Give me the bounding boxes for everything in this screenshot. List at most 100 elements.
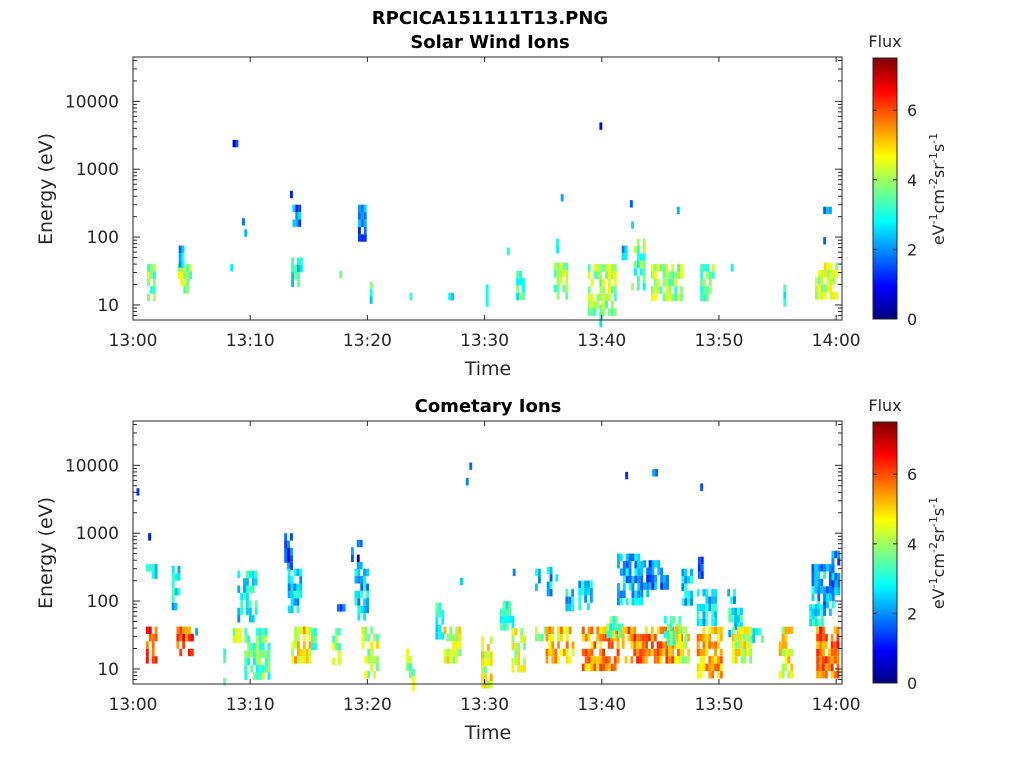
flux-cell [648, 634, 651, 642]
flux-cell [587, 293, 591, 302]
flux-cell [299, 264, 303, 273]
flux-cell [297, 626, 300, 634]
flux-cell [145, 626, 149, 634]
flux-cell [642, 283, 646, 291]
flux-cell [246, 570, 249, 579]
flux-cell [702, 626, 706, 634]
flux-cell [634, 561, 638, 569]
flux-cell [565, 626, 569, 634]
flux-cell [571, 648, 575, 657]
flux-cell [660, 567, 664, 575]
flux-cell [705, 663, 709, 671]
flux-cell [250, 650, 253, 658]
flux-cell [248, 570, 252, 579]
flux-cell [535, 568, 538, 577]
flux-cell [648, 575, 652, 583]
flux-cell [665, 278, 669, 287]
flux-cell [195, 628, 198, 636]
x-axis: 13:00 13:10 13:20 13:30 13:40 13:50 14:00 [109, 57, 861, 351]
flux-cell [363, 613, 367, 621]
x-tick-label: 13:40 [577, 695, 626, 715]
flux-cell [636, 634, 640, 642]
flux-cell [284, 533, 288, 541]
flux-cell [678, 634, 682, 642]
flux-cell [708, 656, 712, 664]
flux-cell [622, 575, 626, 584]
flux-cell [630, 626, 634, 634]
flux-cell [674, 271, 678, 279]
colorbar-label: Flux [868, 396, 901, 415]
flux-cell [565, 277, 569, 285]
flux-cell [621, 634, 625, 642]
flux-cell [438, 632, 442, 640]
flux-cell [610, 301, 614, 309]
flux-cell [675, 634, 679, 642]
flux-cell [297, 279, 300, 288]
flux-cell [613, 271, 617, 279]
flux-cell [590, 278, 594, 287]
flux-cell [820, 284, 824, 293]
flux-cell [364, 671, 368, 679]
flux-cell [302, 641, 306, 649]
flux-cell [671, 271, 675, 279]
colorbar-ticks: 0 2 4 6 [873, 101, 917, 329]
flux-cell [781, 634, 785, 642]
y-tick-label: 10000 [65, 92, 119, 112]
flux-cell [581, 663, 585, 671]
flux-cell [593, 663, 597, 671]
flux-cell [243, 585, 246, 593]
flux-cell [734, 641, 738, 649]
flux-cell [247, 650, 251, 658]
flux-cell [837, 558, 841, 566]
flux-cell [294, 641, 297, 649]
flux-cell [354, 590, 358, 599]
flux-cell [815, 619, 818, 627]
flux-cell [642, 648, 645, 657]
flux-cell [636, 656, 640, 664]
flux-cell [814, 578, 818, 587]
flux-cell [737, 607, 740, 616]
flux-cell [293, 598, 297, 606]
flux-cell [634, 590, 638, 598]
flux-cell [749, 648, 753, 657]
flux-cell [171, 565, 175, 574]
flux-cell [485, 284, 489, 292]
flux-cell [687, 576, 691, 584]
flux-cell [711, 271, 715, 279]
flux-cell [556, 277, 560, 285]
flux-cell [246, 592, 249, 601]
flux-cell [261, 672, 265, 680]
flux-cell [244, 672, 248, 680]
flux-cell [702, 641, 706, 649]
flux-cell [287, 583, 291, 591]
flux-cell [565, 603, 569, 612]
flux-cell [656, 278, 660, 287]
flux-cell [706, 293, 709, 302]
flux-cell [602, 308, 606, 316]
flux-cell [599, 264, 603, 272]
x-tick-label: 13:20 [343, 331, 392, 351]
flux-cell [809, 619, 813, 627]
flux-cell [305, 626, 309, 634]
flux-cell [781, 648, 785, 657]
flux-cell [154, 634, 158, 642]
flux-cell [826, 206, 829, 215]
flux-cell [568, 596, 572, 604]
flux-cell [308, 626, 312, 634]
flux-cell [181, 260, 185, 268]
flux-cell [258, 657, 262, 666]
flux-cell [700, 271, 704, 279]
flux-cell [294, 634, 297, 642]
flux-cell [363, 219, 367, 227]
flux-cell [653, 278, 657, 287]
flux-cell [640, 598, 644, 606]
flux-cell [253, 657, 256, 666]
flux-cell [684, 583, 688, 591]
flux-cell [819, 626, 822, 634]
flux-cell [639, 253, 643, 261]
flux-cell [624, 253, 628, 261]
flux-cell [679, 626, 683, 634]
flux-cell [696, 663, 700, 671]
flux-cell [587, 264, 591, 272]
flux-cell [817, 571, 821, 579]
